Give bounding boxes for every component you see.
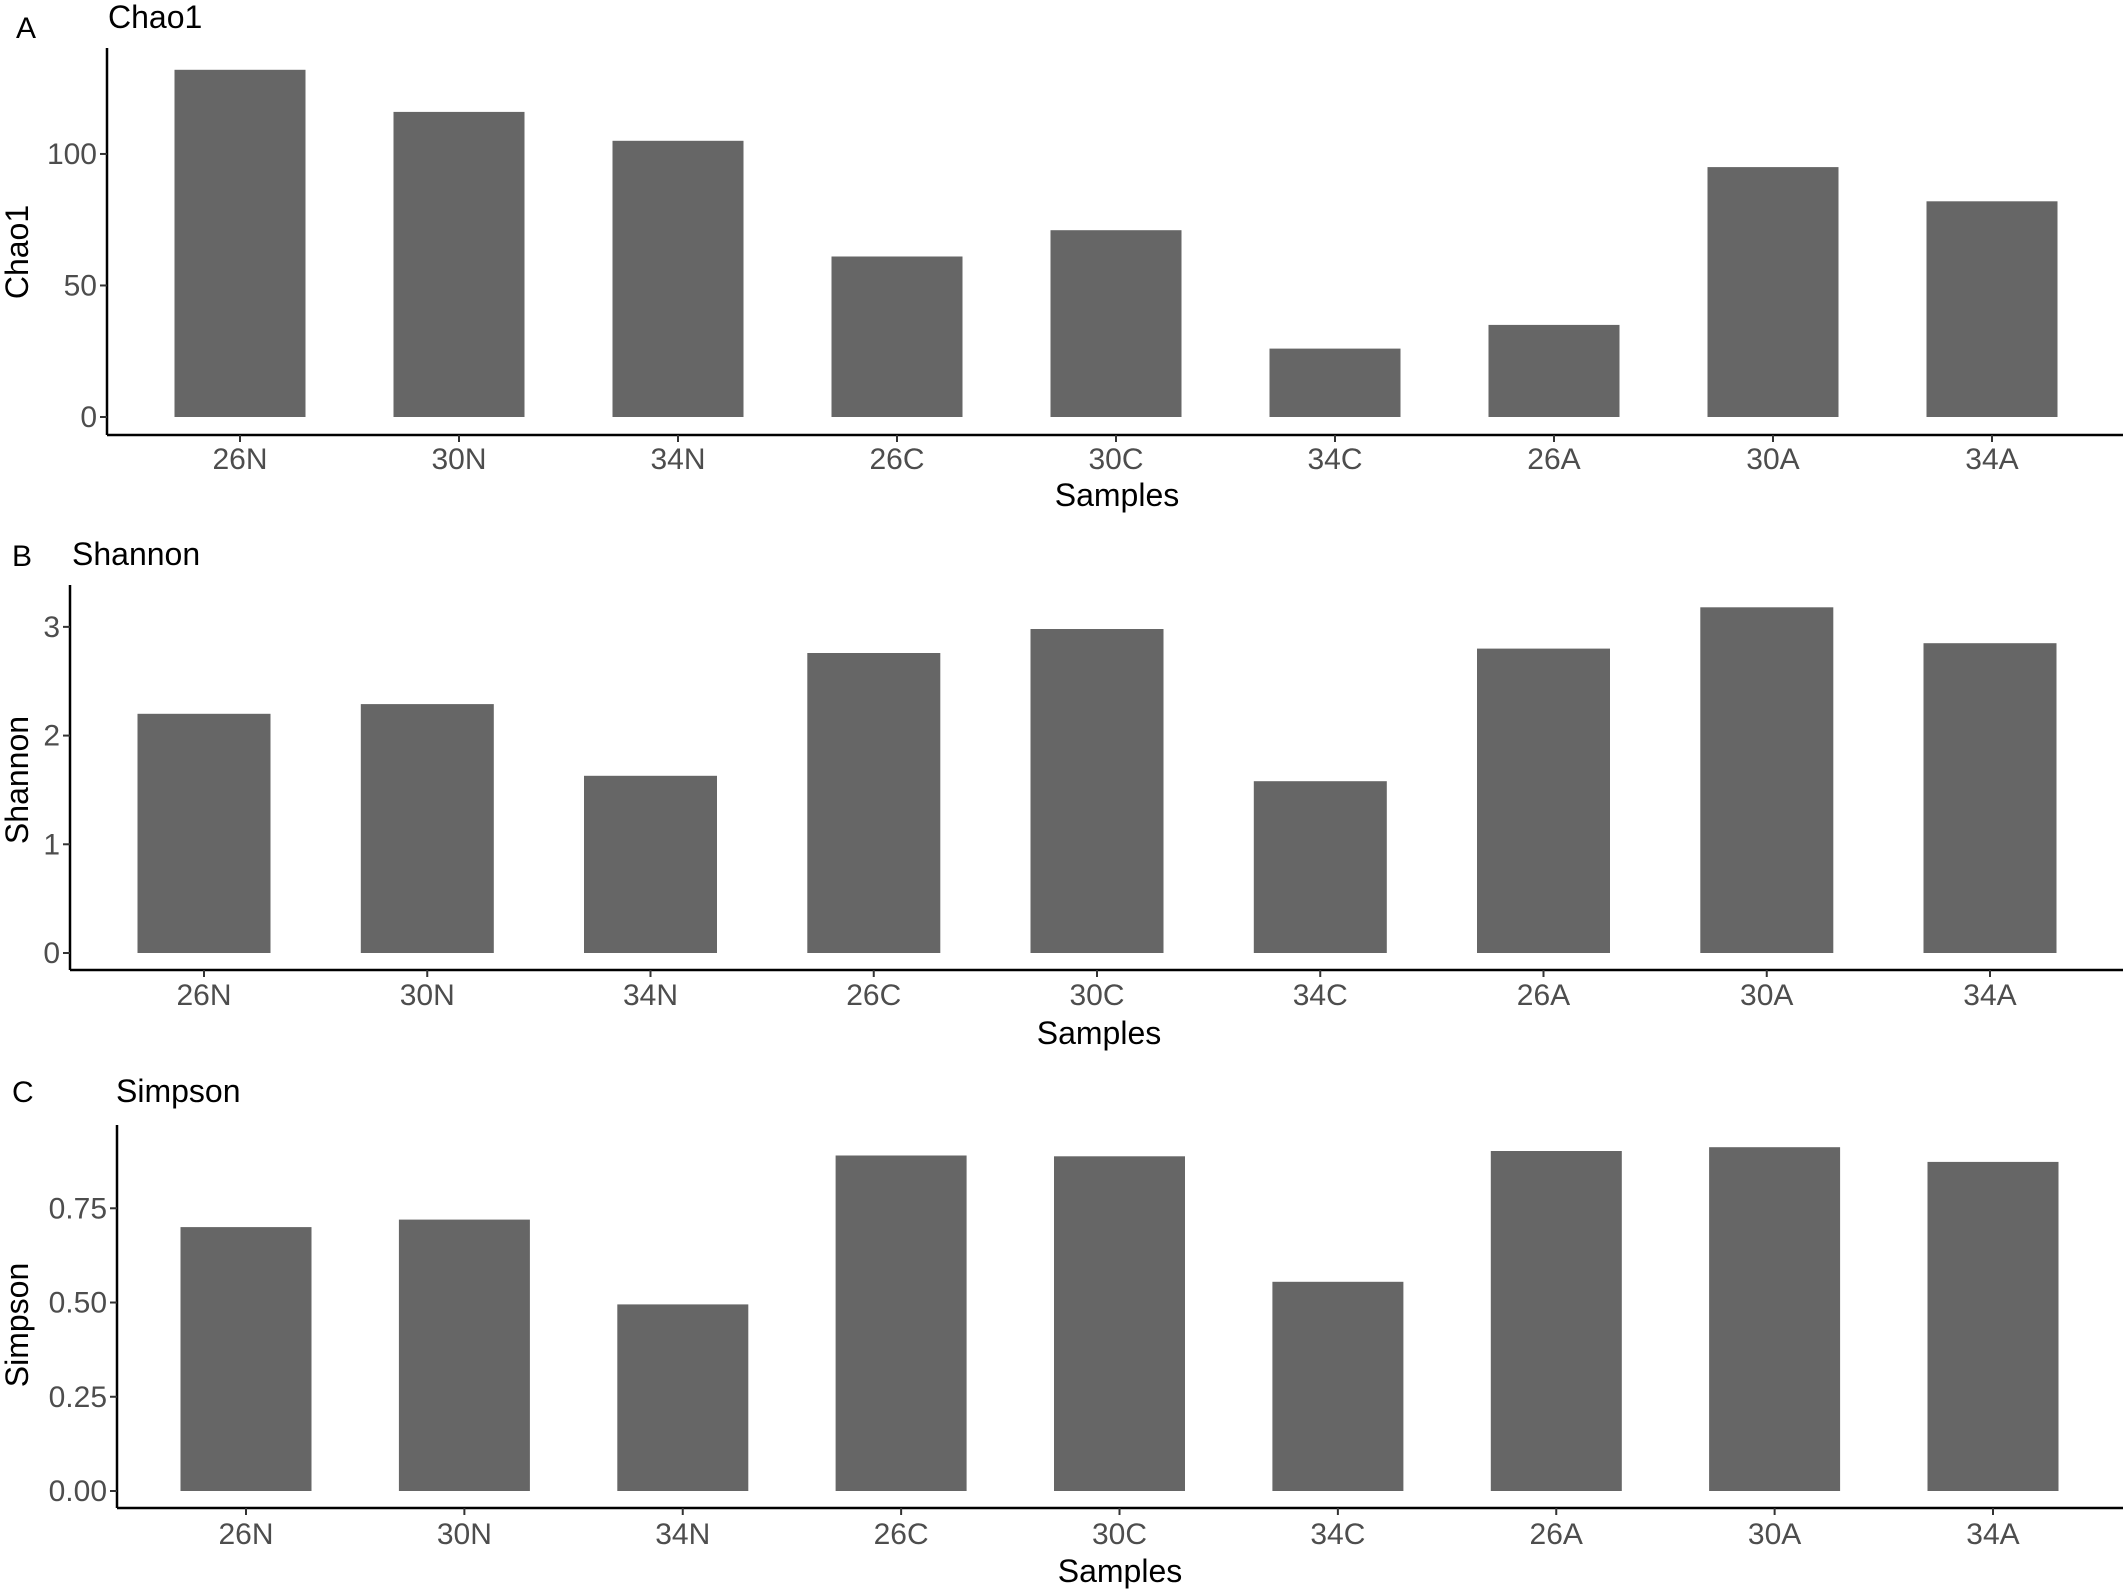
panel-a-x-tick-label: 30C <box>1088 443 1143 476</box>
panel-b-y-tick-label: 3 <box>43 611 60 644</box>
panel-b-y-tick-label: 2 <box>43 720 60 753</box>
panel-c-x-tick-label: 26C <box>874 1518 929 1551</box>
panel-c-y-tick-label: 0.00 <box>49 1475 107 1508</box>
panel-a-y-tick-label: 0 <box>80 401 97 434</box>
panel-a-x-tick-label: 34C <box>1307 443 1362 476</box>
panel-b-x-tick-label: 30N <box>400 979 455 1012</box>
panel-c-x-tick-label: 26N <box>218 1518 273 1551</box>
panel-b-x-tick-label: 30A <box>1740 979 1793 1012</box>
panel-b-x-axis-title: Samples <box>1037 1015 1162 1051</box>
panel-b-bar-26A <box>1477 648 1610 953</box>
panel-c-letter: C <box>12 1076 34 1109</box>
panel-a-y-tick-label: 100 <box>47 138 97 171</box>
panel-b-title: Shannon <box>72 536 200 572</box>
panel-a-x-tick-label: 34A <box>1965 443 2018 476</box>
panel-b-bar-30N <box>360 704 494 953</box>
panel-c-bar-34A <box>1927 1161 2059 1491</box>
panel-b-bar-34N <box>584 775 717 953</box>
panel-b-plot: 0 1 2 3 26N 30N 34N 26C 30C 34C 26A 30A 34A <box>43 585 2123 1012</box>
panel-c-bar-30N <box>398 1219 530 1491</box>
panel-b-bar-30A <box>1700 607 1834 953</box>
panel-c-bar-34N <box>617 1304 749 1491</box>
panel-c-plot: 0.00 0.25 0.50 0.75 26N 30N 34N 26C 30C 34C 26A 30A… <box>49 1125 2123 1551</box>
panel-b-letter: B <box>12 540 32 573</box>
panel-c-x-axis-title: Samples <box>1058 1553 1183 1589</box>
panel-a-x-tick-label: 26N <box>212 443 267 476</box>
panel-a-bar-30C <box>1050 230 1182 417</box>
panel-a-bar-30N <box>393 111 525 418</box>
panel-b-x-tick-label: 34C <box>1293 979 1348 1012</box>
panel-b-bar-26C <box>807 653 941 953</box>
panel-a-bar-34A <box>1926 201 2058 417</box>
panel-b-y-tick-label: 0 <box>43 937 60 970</box>
panel-b-x-tick-label: 34A <box>1963 979 2016 1012</box>
panel-c-x-tick-label: 34A <box>1966 1518 2019 1551</box>
panel-c-bar-26C <box>835 1155 967 1491</box>
panel-c-y-tick-label: 0.50 <box>49 1287 107 1320</box>
panel-c-y-axis-title: Simpson <box>0 1263 35 1388</box>
panel-b-bar-34A <box>1923 643 2057 953</box>
panel-c: C Simpson Simpson Samples 0.000.250.500.… <box>0 1073 2123 1589</box>
panel-b-x-tick-label: 26A <box>1517 979 1570 1012</box>
panel-a-bar-34C <box>1269 348 1401 417</box>
panel-c-bar-30C <box>1054 1156 1185 1491</box>
panel-a-bar-26C <box>831 256 963 417</box>
panel-a-x-tick-label: 30A <box>1746 443 1799 476</box>
panel-c-bar-26N <box>180 1227 312 1491</box>
panel-a-bar-30A <box>1707 167 1839 417</box>
panel-c-y-tick-label: 0.75 <box>49 1192 107 1225</box>
panel-c-x-tick-label: 30A <box>1748 1518 1801 1551</box>
panel-a-bar-34N <box>612 140 744 418</box>
panel-c-x-tick-label: 34N <box>655 1518 710 1551</box>
panel-c-x-tick-label: 26A <box>1530 1518 1583 1551</box>
panel-a-x-tick-label: 26C <box>869 443 924 476</box>
panel-b-bar-30C <box>1030 629 1164 953</box>
panel-c-bar-34C <box>1272 1281 1404 1491</box>
panel-a-bar-26A <box>1488 324 1620 417</box>
panel-a-x-axis-title: Samples <box>1055 477 1180 513</box>
panel-a-bar-26N <box>174 69 306 418</box>
panel-c-x-tick-label: 34C <box>1310 1518 1365 1551</box>
panel-c-title: Simpson <box>116 1073 241 1109</box>
panel-c-x-tick-label: 30N <box>437 1518 492 1551</box>
panel-a: A Chao1 Chao1 Samples 0 50 100 26N 30N 34N 26C… <box>0 0 2123 513</box>
panel-b: B Shannon Shannon Samples 0 1 2 3 26N 30N 34N 2… <box>0 536 2123 1051</box>
panel-b-x-tick-label: 26N <box>176 979 231 1012</box>
panel-a-letter: A <box>16 12 36 45</box>
panel-a-y-tick-label: 50 <box>64 269 97 302</box>
panel-b-y-tick-label: 1 <box>43 828 60 861</box>
panel-b-bar-34C <box>1253 781 1387 953</box>
panel-b-y-axis-title: Shannon <box>0 716 35 844</box>
panel-b-x-tick-label: 26C <box>846 979 901 1012</box>
panel-b-bar-26N <box>137 713 271 953</box>
panel-c-x-tick-label: 30C <box>1092 1518 1147 1551</box>
panel-b-x-tick-label: 34N <box>623 979 678 1012</box>
panel-c-bar-30A <box>1709 1147 1841 1491</box>
panel-a-x-tick-label: 30N <box>431 443 486 476</box>
panel-a-x-tick-label: 26A <box>1527 443 1580 476</box>
panel-a-plot: 0 50 100 26N 30N 34N 26C 30C 34C 26A 30A 34A <box>47 48 2123 476</box>
panel-a-x-tick-label: 34N <box>650 443 705 476</box>
panel-a-title: Chao1 <box>108 0 202 35</box>
panel-c-bar-26A <box>1490 1151 1622 1491</box>
panel-b-x-tick-label: 30C <box>1069 979 1124 1012</box>
panel-c-y-tick-label: 0.25 <box>49 1381 107 1414</box>
panel-a-y-axis-title: Chao1 <box>0 205 35 299</box>
